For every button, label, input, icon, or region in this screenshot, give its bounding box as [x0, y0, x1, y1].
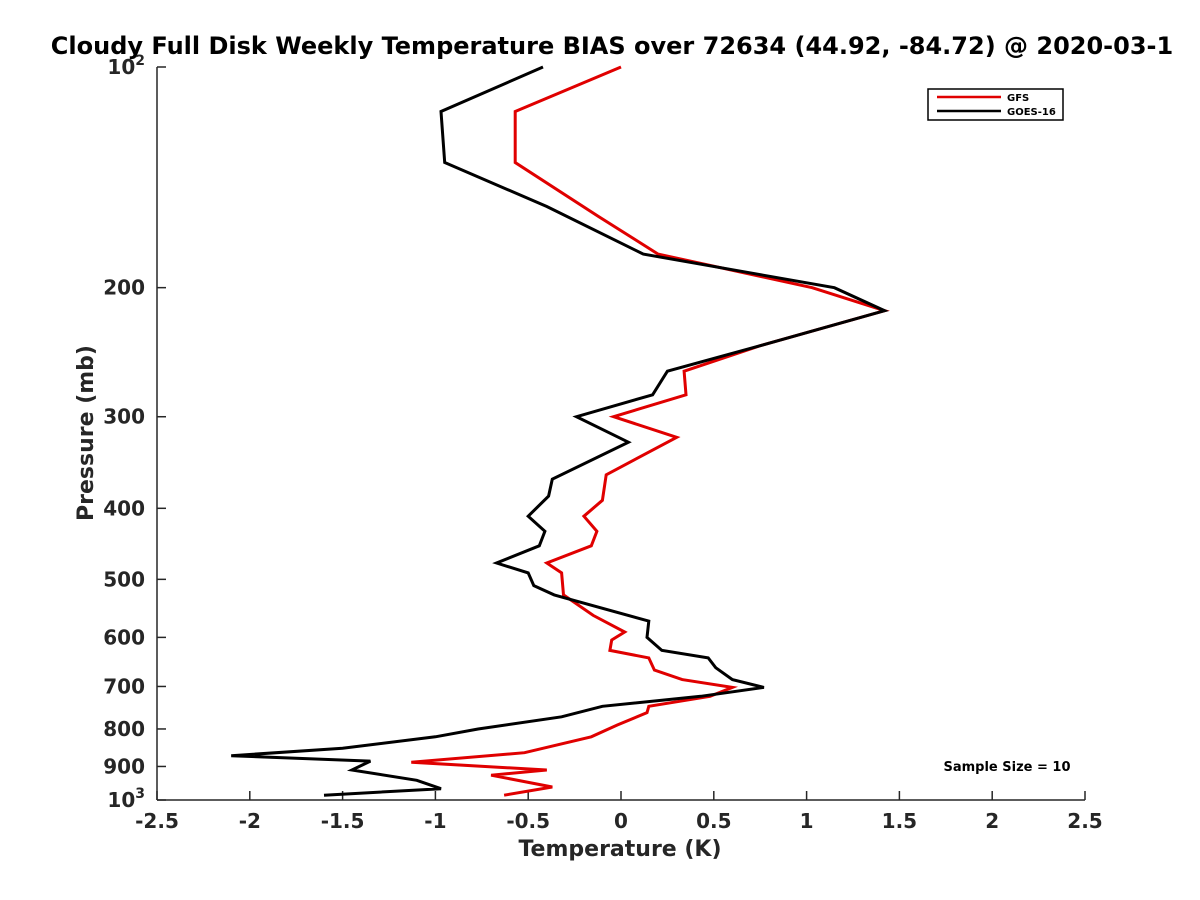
y-axis-ticks: 102 200 300 400 500 600 700 800 900 103	[103, 53, 166, 812]
y-axis-label: Pressure (mb)	[74, 345, 99, 521]
y-tick-label: 500	[103, 567, 145, 591]
x-tick-label: 1.5	[882, 809, 917, 833]
x-tick-label: -2	[239, 809, 261, 833]
series-line-gfs	[411, 65, 890, 797]
x-tick-label: -2.5	[135, 809, 179, 833]
plot-axes	[156, 67, 1085, 801]
y-tick-label: 700	[103, 674, 145, 698]
y-tick-label: 600	[103, 625, 145, 649]
x-tick-label: -1	[424, 809, 446, 833]
x-tick-label: 1	[800, 809, 814, 833]
x-tick-label: 2.5	[1067, 809, 1102, 833]
chart-title: Cloudy Full Disk Weekly Temperature BIAS…	[51, 32, 1173, 60]
legend-label-gfs: GFS	[1007, 93, 1029, 104]
legend-label-goes16: GOES-16	[1007, 107, 1056, 118]
y-tick-label: 800	[103, 717, 145, 741]
x-tick-label: 0	[614, 809, 628, 833]
y-tick-label: 103	[107, 786, 145, 812]
x-axis-ticks: -2.5 -2 -1.5 -1 -0.5 0 0.5 1 1.5 2 2.5	[135, 791, 1103, 833]
legend: GFS GOES-16	[927, 88, 1064, 121]
x-tick-label: 0.5	[696, 809, 731, 833]
series-line-goes16	[231, 65, 889, 797]
x-tick-label: -0.5	[506, 809, 550, 833]
series-layer	[231, 65, 890, 797]
x-tick-label: 2	[985, 809, 999, 833]
y-tick-label: 400	[103, 496, 145, 520]
y-tick-label: 300	[103, 405, 145, 429]
legend-box	[927, 88, 1064, 121]
y-tick-label: 102	[107, 53, 145, 79]
y-tick-label: 900	[103, 754, 145, 778]
sample-size-annotation: Sample Size = 10	[943, 760, 1070, 775]
x-tick-label: -1.5	[321, 809, 365, 833]
x-axis-label: Temperature (K)	[518, 837, 721, 862]
y-tick-label: 200	[103, 276, 145, 300]
